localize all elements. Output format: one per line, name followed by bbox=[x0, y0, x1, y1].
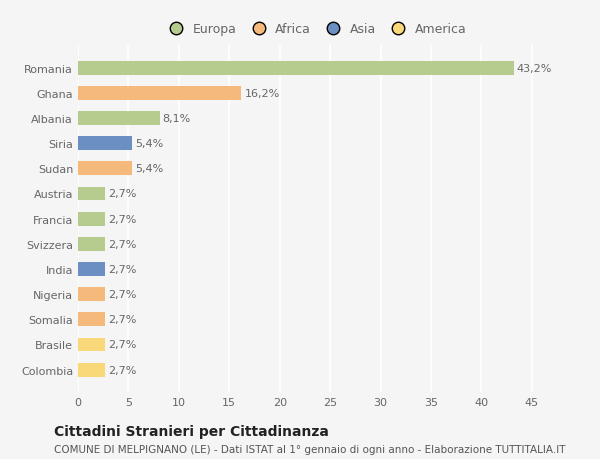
Bar bbox=[78, 313, 105, 326]
Bar bbox=[78, 137, 133, 151]
Text: 2,7%: 2,7% bbox=[108, 239, 137, 249]
Bar bbox=[78, 338, 105, 352]
Text: 5,4%: 5,4% bbox=[136, 164, 164, 174]
Text: 2,7%: 2,7% bbox=[108, 290, 137, 299]
Text: 43,2%: 43,2% bbox=[517, 63, 552, 73]
Bar bbox=[78, 212, 105, 226]
Bar bbox=[78, 288, 105, 302]
Text: COMUNE DI MELPIGNANO (LE) - Dati ISTAT al 1° gennaio di ogni anno - Elaborazione: COMUNE DI MELPIGNANO (LE) - Dati ISTAT a… bbox=[54, 444, 566, 454]
Text: 16,2%: 16,2% bbox=[244, 89, 280, 99]
Bar bbox=[78, 62, 514, 75]
Text: 5,4%: 5,4% bbox=[136, 139, 164, 149]
Text: 2,7%: 2,7% bbox=[108, 264, 137, 274]
Bar bbox=[78, 263, 105, 276]
Bar bbox=[78, 87, 241, 101]
Legend: Europa, Africa, Asia, America: Europa, Africa, Asia, America bbox=[161, 21, 469, 39]
Text: 2,7%: 2,7% bbox=[108, 214, 137, 224]
Text: Cittadini Stranieri per Cittadinanza: Cittadini Stranieri per Cittadinanza bbox=[54, 425, 329, 438]
Text: 2,7%: 2,7% bbox=[108, 189, 137, 199]
Text: 2,7%: 2,7% bbox=[108, 340, 137, 350]
Bar bbox=[78, 237, 105, 251]
Bar bbox=[78, 187, 105, 201]
Text: 2,7%: 2,7% bbox=[108, 314, 137, 325]
Bar bbox=[78, 112, 160, 126]
Bar bbox=[78, 162, 133, 176]
Bar bbox=[78, 363, 105, 377]
Text: 8,1%: 8,1% bbox=[163, 114, 191, 124]
Text: 2,7%: 2,7% bbox=[108, 365, 137, 375]
